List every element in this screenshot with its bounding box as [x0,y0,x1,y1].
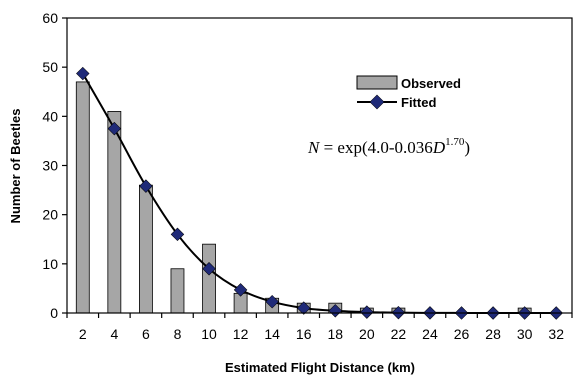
x-tick-label-14: 14 [264,326,280,342]
x-tick-label-32: 32 [548,326,564,342]
bar-2 [75,81,90,314]
bar-10 [202,243,216,314]
y-axis-title: Number of Beetles [8,109,23,224]
x-tick-label-2: 2 [79,326,87,342]
y-tick-label-20: 20 [42,207,58,223]
eq-symbol-d: D [432,138,446,157]
fitted-point-2 [76,66,90,81]
y-tick-label-30: 30 [42,158,58,174]
legend-marker-fitted [369,94,385,110]
x-tick-label-4: 4 [110,326,118,342]
y-tick-label-0: 0 [50,305,58,321]
x-tick-label-26: 26 [454,326,470,342]
fitted-point-16 [297,301,311,315]
fitted-series [76,66,563,320]
legend: Observed Fitted [356,75,461,110]
x-tick-label-6: 6 [142,326,150,342]
y-tick-label-50: 50 [42,59,58,75]
x-tick-label-12: 12 [233,326,249,342]
x-tick-label-10: 10 [201,326,217,342]
x-tick-label-18: 18 [327,326,343,342]
fitted-point-4 [107,121,122,136]
y-tick-label-60: 60 [42,10,58,26]
y-tick-label-40: 40 [42,108,58,124]
x-tick-label-16: 16 [296,326,312,342]
eq-suffix: ) [464,138,470,157]
x-axis-title: Estimated Flight Distance (km) [225,360,415,375]
fitted-point-18 [328,304,342,318]
bar-8 [170,268,185,314]
x-tick-label-30: 30 [517,326,533,342]
fit-equation: N = exp(4.0-0.036D1.70) [307,136,470,157]
x-tick-label-20: 20 [359,326,375,342]
x-tick-label-22: 22 [391,326,407,342]
fitted-point-20 [360,305,374,319]
fitted-line [81,73,557,315]
x-tick-label-24: 24 [422,326,438,342]
x-tick-label-8: 8 [174,326,182,342]
x-tick-labels: 2 4 6 8 10 12 14 16 18 20 22 24 26 28 30 32 [79,326,564,342]
legend-swatch-observed [356,75,398,90]
y-tick-labels: 0 10 20 30 40 50 60 [42,10,58,321]
bar-6 [139,184,153,314]
eq-symbol-n: N [307,138,321,157]
fitted-point-8 [170,227,185,242]
fitted-point-14 [265,294,279,309]
x-tick-label-28: 28 [485,326,501,342]
fitted-point-12 [233,283,248,297]
y-tick-label-10: 10 [42,256,58,272]
eq-exponent: 1.70 [445,136,465,148]
observed-bars [75,81,532,314]
bar-4 [107,111,122,314]
fitted-point-6 [139,179,153,193]
legend-label-observed: Observed [401,76,461,91]
legend-label-fitted: Fitted [401,95,436,110]
eq-body: = exp(4.0-0.036 [319,138,432,157]
axes [62,17,573,318]
fitted-point-10 [202,262,216,276]
